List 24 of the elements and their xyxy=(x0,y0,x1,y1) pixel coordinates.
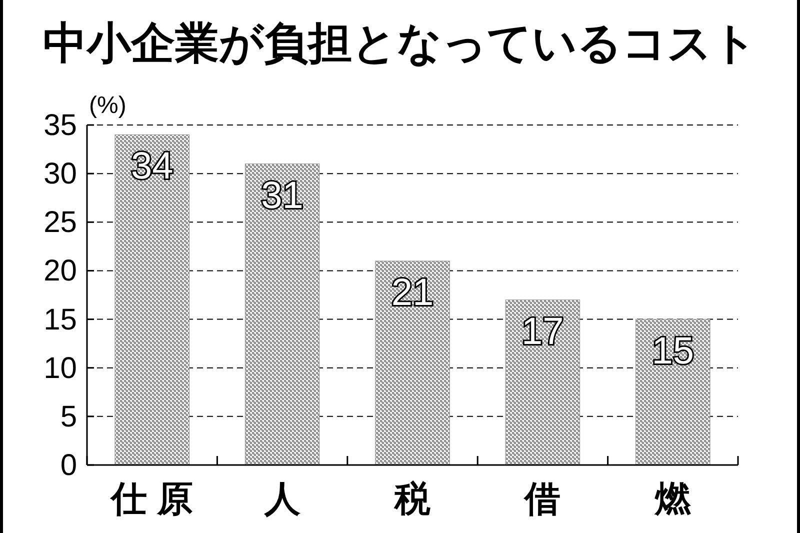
y-tick-label: 0 xyxy=(60,449,77,482)
x-tick-label: 税 xyxy=(394,478,430,519)
y-tick-label: 25 xyxy=(44,206,77,240)
data-label: 21 xyxy=(391,272,434,314)
x-tick-label: 人 xyxy=(263,478,300,519)
y-axis-title: (%) xyxy=(89,92,126,119)
y-tick-label: 15 xyxy=(44,303,77,336)
chart-title: 中小企業が負担となっているコスト xyxy=(43,19,757,68)
y-tick-label: 30 xyxy=(44,158,77,191)
bar xyxy=(114,134,190,466)
data-label: 31 xyxy=(261,174,304,217)
data-label: 34 xyxy=(130,146,174,188)
x-tick-label: 燃 xyxy=(654,478,692,519)
y-tick-label: 35 xyxy=(44,109,77,142)
bar xyxy=(244,164,320,466)
data-label: 17 xyxy=(522,310,564,353)
y-tick-label: 20 xyxy=(44,254,77,288)
y-tick-label: 10 xyxy=(44,352,77,385)
bar xyxy=(375,260,450,466)
bar xyxy=(505,300,580,466)
x-tick-label: 借 xyxy=(522,478,561,519)
bar xyxy=(636,319,710,466)
x-tick-label: 仕 原 xyxy=(109,478,194,519)
y-tick-label: 5 xyxy=(60,400,77,434)
